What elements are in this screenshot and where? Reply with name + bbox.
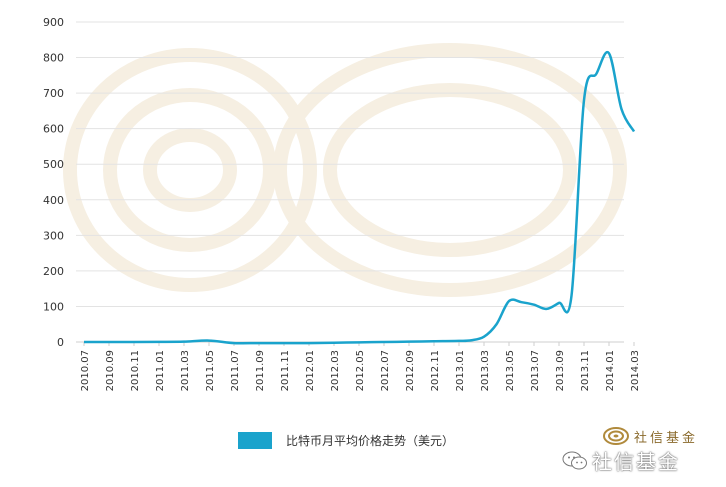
x-tick-label: 2011.11 <box>280 350 291 391</box>
x-tick-label: 2014.03 <box>630 350 641 391</box>
brand-swirl-icon <box>603 427 629 445</box>
y-tick-label: 200 <box>43 265 64 278</box>
y-tick-label: 0 <box>57 336 64 349</box>
x-tick-label: 2012.01 <box>305 350 316 391</box>
x-tick-label: 2010.11 <box>130 350 141 391</box>
x-tick-label: 2012.11 <box>430 350 441 391</box>
wechat-icon <box>562 451 587 469</box>
y-tick-label: 300 <box>43 229 64 242</box>
y-tick-label: 500 <box>43 158 64 171</box>
x-tick-label: 2010.09 <box>105 350 116 391</box>
wechat-watermark-text: 社信基金 <box>592 450 680 474</box>
y-tick-label: 600 <box>43 123 64 136</box>
wechat-watermark: 社信基金 <box>562 446 680 475</box>
y-tick-label: 100 <box>43 300 64 313</box>
x-tick-label: 2011.03 <box>180 350 191 391</box>
y-tick-label: 700 <box>43 87 64 100</box>
x-tick-label: 2012.07 <box>380 350 391 391</box>
x-tick-label: 2012.09 <box>405 350 416 391</box>
x-tick-label: 2013.09 <box>555 350 566 391</box>
y-tick-label: 800 <box>43 52 64 65</box>
x-tick-label: 2014.01 <box>605 350 616 391</box>
x-tick-label: 2011.09 <box>255 350 266 391</box>
x-axis-ticks: 2010.07 2010.09 2010.11 2011.01 2011.03 2011.… <box>80 342 641 391</box>
series-layer <box>84 50 636 345</box>
x-tick-label: 2011.05 <box>205 350 216 391</box>
x-tick-label: 2011.07 <box>230 350 241 391</box>
y-axis-ticks: 0 100 200 300 400 500 600 700 800 900 <box>43 16 64 349</box>
series-line <box>84 50 636 345</box>
gridlines <box>76 21 624 343</box>
legend-swatch <box>238 432 272 449</box>
x-tick-label: 2010.07 <box>80 350 91 391</box>
x-tick-label: 2012.03 <box>330 350 341 391</box>
x-tick-label: 2013.07 <box>530 350 541 391</box>
x-tick-label: 2013.05 <box>505 350 516 391</box>
x-tick-label: 2013.01 <box>455 350 466 391</box>
x-tick-label: 2011.01 <box>155 350 166 391</box>
x-tick-label: 2012.05 <box>355 350 366 391</box>
brand-logo: 社信基金 <box>602 426 698 446</box>
brand-logo-text: 社信基金 <box>634 430 699 446</box>
y-tick-label: 900 <box>43 16 64 29</box>
background-watermark <box>63 43 627 297</box>
legend: 比特币月平均价格走势（美元） <box>238 432 454 449</box>
x-tick-label: 2013.11 <box>580 350 591 391</box>
legend-label: 比特币月平均价格走势（美元） <box>286 434 455 448</box>
x-tick-label: 2013.03 <box>480 350 491 391</box>
y-tick-label: 400 <box>43 194 64 207</box>
